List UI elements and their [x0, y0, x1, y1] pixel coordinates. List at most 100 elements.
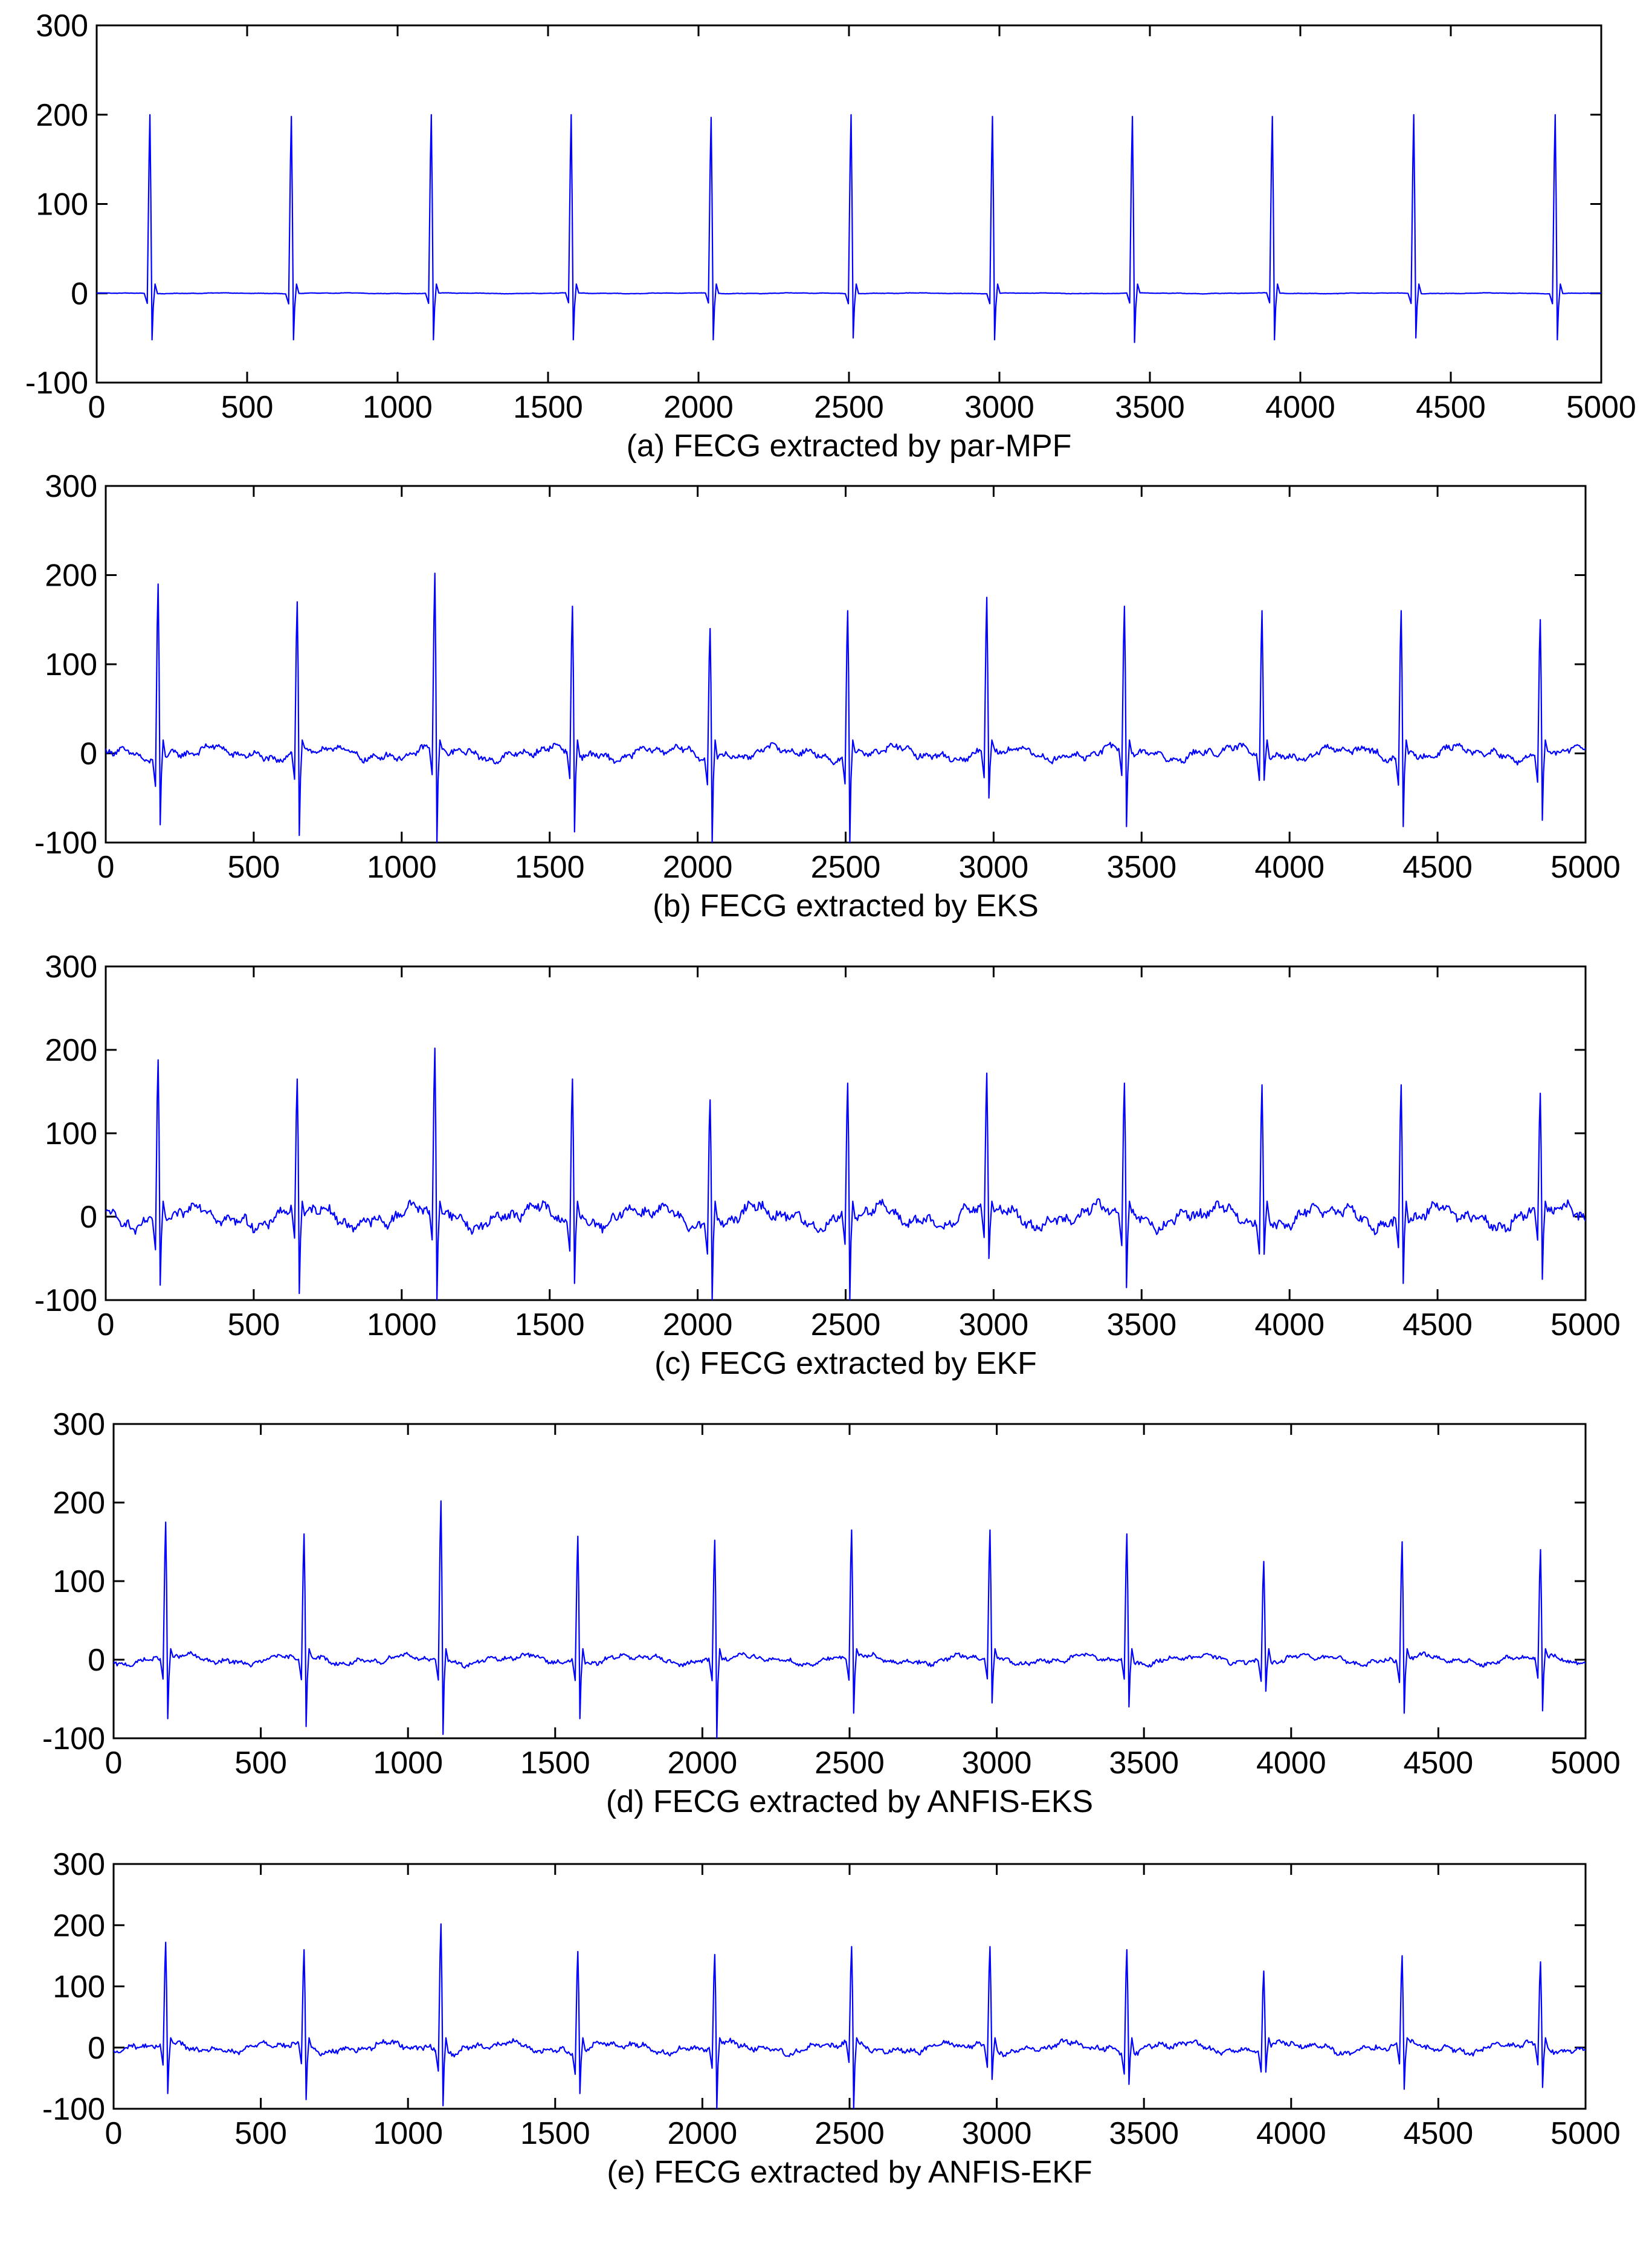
series-line-eks [106, 572, 1586, 843]
panel-caption: (e) FECG extracted by ANFIS-EKF [607, 2155, 1092, 2190]
x-tick-label: 3000 [959, 1307, 1029, 1342]
x-tick-label: 1000 [367, 850, 437, 885]
x-tick-label: 5000 [1550, 850, 1621, 885]
y-tick-label: -100 [42, 1721, 105, 1756]
x-tick-label: 1500 [520, 1746, 590, 1781]
y-tick-label: 100 [36, 187, 88, 222]
x-tick-label: 4500 [1416, 390, 1486, 425]
series-line-par-mpf [97, 114, 1601, 343]
x-tick-label: 0 [97, 1307, 115, 1342]
chart-panel-c: 0 500 1000 1500 2000 2500 3000 3500 4000 4500 5000… [34, 950, 1621, 1381]
y-tick-label: 200 [53, 1486, 105, 1521]
y-tick-label: 300 [36, 8, 88, 44]
x-tick-label: 1500 [515, 850, 585, 885]
y-tick-label: 300 [53, 1847, 105, 1882]
x-tick-label: 1000 [373, 1746, 443, 1781]
y-tick-label: 300 [45, 469, 97, 504]
panel-caption: (b) FECG extracted by EKS [653, 888, 1039, 924]
series-line-anfis-eks [114, 1500, 1586, 1738]
y-tick-label: -100 [42, 2092, 105, 2127]
x-tick-label: 0 [105, 2116, 123, 2151]
x-tick-label: 5000 [1566, 390, 1636, 425]
y-tick-label: 200 [53, 1908, 105, 1943]
y-tick-label: 0 [80, 737, 97, 772]
plot-frame [105, 485, 1587, 844]
x-tick-label: 4000 [1265, 390, 1335, 425]
plot-frame [112, 1423, 1587, 1739]
x-tick-label: 1500 [520, 2116, 590, 2151]
x-tick-label: 5000 [1550, 1307, 1621, 1342]
y-tick-label: 0 [71, 276, 88, 311]
x-tick-label: 1000 [373, 2116, 443, 2151]
chart-panel-d: 0 500 1000 1500 2000 2500 3000 3500 4000 4500 5000… [42, 1407, 1621, 1819]
y-tick-label: 300 [53, 1407, 105, 1442]
y-tick-label: 100 [53, 1564, 105, 1599]
x-tick-label: 3000 [962, 2116, 1032, 2151]
x-tick-label: 1000 [363, 390, 433, 425]
x-tick-label: 3000 [962, 1746, 1032, 1781]
y-tick-label: 200 [45, 558, 97, 594]
x-tick-label: 2000 [668, 1746, 738, 1781]
panel-caption: (d) FECG extracted by ANFIS-EKS [606, 1784, 1093, 1819]
y-tick-label: 0 [88, 1643, 105, 1678]
y-tick-label: 200 [36, 98, 88, 133]
x-tick-label: 2500 [811, 1307, 881, 1342]
plot-frame [112, 1863, 1587, 2110]
series-line-anfis-ekf [114, 1923, 1586, 2109]
x-tick-label: 4500 [1404, 2116, 1474, 2151]
x-tick-label: 3500 [1109, 2116, 1179, 2151]
x-tick-label: 4500 [1404, 1746, 1474, 1781]
x-tick-label: 4000 [1254, 850, 1325, 885]
x-tick-label: 5000 [1550, 1746, 1621, 1781]
x-tick-label: 5000 [1550, 2116, 1621, 2151]
x-tick-label: 2000 [663, 850, 733, 885]
y-tick-label: 200 [45, 1033, 97, 1068]
chart-panel-b: 0 500 1000 1500 2000 2500 3000 3500 4000 4500 5000… [34, 469, 1621, 924]
panel-caption: (c) FECG extracted by EKF [654, 1346, 1037, 1381]
x-tick-label: 1500 [513, 390, 583, 425]
x-tick-label: 500 [228, 850, 280, 885]
x-tick-label: 500 [234, 2116, 287, 2151]
y-tick-label: 300 [45, 950, 97, 985]
x-tick-label: 500 [221, 390, 274, 425]
series-line-ekf [106, 1047, 1586, 1300]
x-tick-label: 500 [228, 1307, 280, 1342]
y-tick-label: -100 [34, 1283, 97, 1318]
x-tick-label: 2000 [663, 390, 734, 425]
plot-frame [105, 965, 1587, 1301]
x-tick-label: 3000 [964, 390, 1034, 425]
x-tick-label: 0 [105, 1746, 123, 1781]
y-tick-label: 100 [53, 1970, 105, 2005]
y-tick-label: -100 [25, 366, 88, 401]
y-tick-label: 0 [88, 2031, 105, 2066]
x-tick-label: 3500 [1106, 850, 1176, 885]
y-tick-label: 100 [45, 1116, 97, 1151]
x-tick-label: 4500 [1402, 1307, 1473, 1342]
x-tick-label: 3500 [1106, 1307, 1176, 1342]
y-tick-label: -100 [34, 826, 97, 861]
x-tick-label: 4000 [1256, 1746, 1326, 1781]
chart-panel-a: 0 500 1000 1500 2000 2500 3000 3500 4000 4500 5000… [25, 8, 1636, 464]
x-tick-label: 2500 [811, 850, 881, 885]
x-tick-label: 3500 [1115, 390, 1185, 425]
y-tick-label: 0 [80, 1200, 97, 1235]
x-tick-label: 4500 [1402, 850, 1473, 885]
x-tick-label: 1500 [515, 1307, 585, 1342]
x-tick-label: 0 [97, 850, 115, 885]
x-tick-label: 2500 [814, 390, 884, 425]
panel-caption: (a) FECG extracted by par-MPF [627, 429, 1072, 464]
x-tick-label: 500 [234, 1746, 287, 1781]
y-tick-label: 100 [45, 647, 97, 682]
x-tick-label: 4000 [1256, 2116, 1326, 2151]
chart-panel-e: 0 500 1000 1500 2000 2500 3000 3500 4000 4500 5000… [42, 1847, 1621, 2190]
x-tick-label: 4000 [1254, 1307, 1325, 1342]
x-tick-label: 3000 [959, 850, 1029, 885]
x-tick-label: 0 [88, 390, 106, 425]
x-tick-label: 2000 [663, 1307, 733, 1342]
x-tick-label: 3500 [1109, 1746, 1179, 1781]
x-tick-label: 2000 [668, 2116, 738, 2151]
x-tick-label: 1000 [367, 1307, 437, 1342]
x-tick-label: 2500 [815, 2116, 885, 2151]
